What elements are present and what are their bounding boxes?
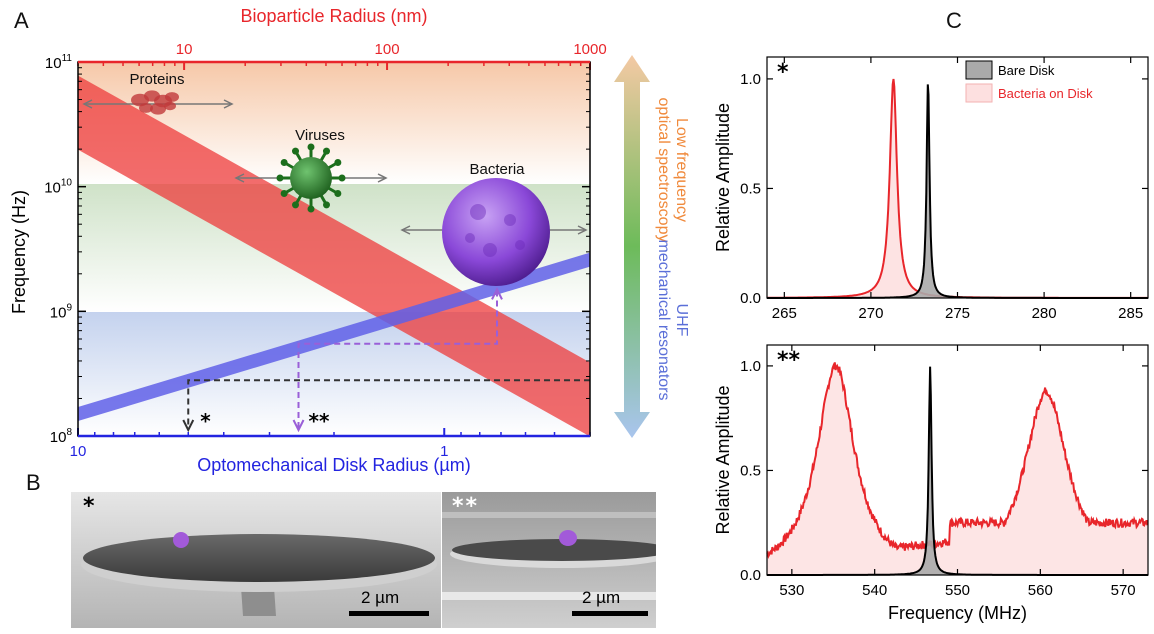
scale-bar-label: 2 µm: [361, 588, 400, 607]
left-axis-label: Frequency (Hz): [9, 190, 29, 314]
legend: Bare Disk Bacteria on Disk: [965, 60, 1093, 103]
spectrum-line: [767, 84, 1148, 299]
legend-swatch: [965, 83, 993, 103]
y-axis-label: Relative Amplitude: [713, 103, 733, 252]
panel-c: 265 270 275 280 285 0.0 0.5 1.0 Relative Amplitu…: [713, 56, 1149, 623]
panel-letter-c: C: [946, 8, 962, 33]
x-tick-label: 530: [779, 582, 804, 599]
guide-line-single: [187, 379, 590, 428]
x-tick-label: 550: [945, 582, 970, 599]
bottom-tick-label: 10: [70, 443, 87, 460]
x-tick-label: 540: [862, 582, 887, 599]
virus-icon: [276, 143, 346, 213]
bottom-tick-label: 1: [440, 443, 448, 460]
y-tick-label: 0.5: [740, 180, 761, 197]
bacteria-icon: [442, 178, 550, 286]
sem-marker: *: [83, 494, 97, 519]
x-tick-label: 560: [1028, 582, 1053, 599]
y-tick-label: 0.0: [740, 290, 761, 307]
y-tick-label: 109: [50, 302, 73, 321]
top-axis-label: Bioparticle Radius (nm): [240, 6, 427, 26]
y-tick-label: 1011: [45, 53, 73, 72]
side-label-uhf: UHFmechanical resonators: [655, 240, 690, 401]
disk-frequency-band: [78, 252, 590, 422]
spectrum-fill: [767, 79, 1148, 298]
top-tick-label: 10: [176, 41, 193, 58]
side-label-optical: Low frequencyoptical spectroscopy: [655, 98, 690, 243]
marker-single-star: *: [200, 409, 211, 433]
x-tick-label: 275: [945, 305, 970, 322]
plot-marker: **: [777, 348, 801, 373]
marker-double-star: **: [309, 409, 330, 433]
legend-swatch: [965, 60, 993, 80]
label-proteins: Proteins: [129, 71, 184, 88]
sem-image-large-disk: ** 2 µm: [442, 492, 656, 628]
spectrum-fill: [767, 362, 1148, 575]
x-tick-label: 270: [858, 305, 883, 322]
top-tick-label: 100: [375, 41, 400, 58]
spectrum-fill: [767, 84, 1148, 299]
spectrum-line: [766, 362, 1149, 560]
arrowhead: [234, 173, 245, 183]
spectrum-line: [767, 78, 1148, 299]
y-tick-label: 1010: [44, 178, 72, 197]
arrowhead: [491, 287, 503, 300]
sem-image-small-disk: * 2 µm: [71, 492, 441, 628]
scale-bar-label: 2 µm: [582, 588, 621, 607]
legend-label: Bacteria on Disk: [998, 86, 1093, 101]
y-axis-label: Relative Amplitude: [713, 385, 733, 534]
bioparticle-frequency-band: [78, 75, 590, 437]
legend-label: Bare Disk: [998, 63, 1055, 78]
arrowhead: [223, 99, 234, 109]
x-axis-label: Frequency (MHz): [888, 603, 1027, 623]
panel-letter-a: A: [14, 8, 29, 33]
arrowhead: [400, 225, 411, 235]
bottom-axis-label: Optomechanical Disk Radius (µm): [197, 455, 470, 475]
arrowhead: [182, 419, 195, 433]
label-bacteria: Bacteria: [469, 161, 525, 178]
arrowhead: [377, 173, 388, 183]
label-viruses: Viruses: [295, 127, 345, 144]
x-tick-label: 570: [1111, 582, 1136, 599]
x-tick-label: 265: [772, 305, 797, 322]
arrowhead: [292, 419, 305, 433]
y-tick-label: 1.0: [740, 71, 761, 88]
y-tick-label: 1.0: [740, 358, 761, 375]
protein-icon: [131, 90, 179, 115]
plot-marker: *: [777, 60, 789, 85]
y-tick-label: 0.0: [740, 567, 761, 584]
y-tick-label: 108: [50, 427, 73, 446]
scale-bar: [349, 611, 429, 616]
top-tick-label: 1000: [573, 41, 606, 58]
arrowhead: [82, 99, 93, 109]
frequency-range-arrow: [614, 55, 650, 438]
arrowhead: [577, 225, 588, 235]
y-tick-label: 0.5: [740, 462, 761, 479]
x-tick-label: 285: [1118, 305, 1143, 322]
panel-letter-b: B: [26, 470, 41, 495]
scale-bar: [572, 611, 648, 616]
sem-marker: **: [452, 494, 480, 519]
guide-line-double: [297, 289, 498, 428]
x-tick-label: 280: [1032, 305, 1057, 322]
